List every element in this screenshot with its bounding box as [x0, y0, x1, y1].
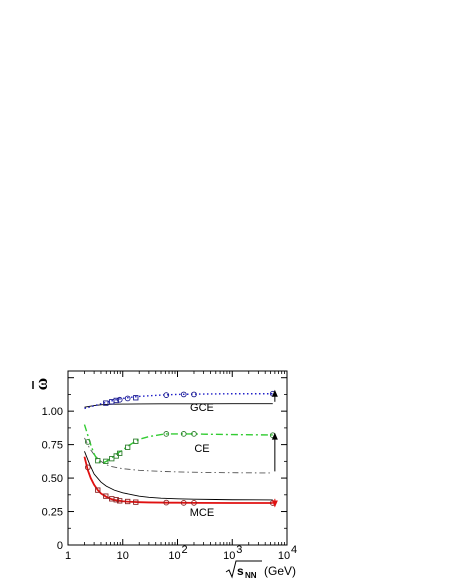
point-ce-5 — [117, 450, 123, 456]
x-tick-label-1: 10 — [117, 550, 129, 562]
x-axis-label-unit: (GeV) — [264, 564, 296, 578]
point-gce-5 — [133, 395, 139, 401]
point-mce-1 — [95, 487, 101, 493]
tick-labels: 1 10 10 2 10 3 10 400.250.500.751.00 — [42, 406, 298, 562]
point-ce-10 — [191, 431, 197, 437]
reference-curve-3 — [84, 451, 273, 501]
point-ce-8 — [163, 431, 170, 437]
point-mce-10 — [191, 499, 197, 506]
y-axis-label: ω — [32, 378, 51, 390]
sqrt-symbol-icon — [225, 560, 262, 579]
limit-arrow-2 — [271, 432, 278, 472]
reference-curve-1 — [84, 403, 273, 408]
point-mce-9 — [180, 499, 187, 506]
point-gce-3 — [116, 396, 123, 403]
point-mce-5 — [117, 498, 123, 504]
x-tick-label-2: 10 — [168, 550, 180, 562]
series-label-ce: CE — [194, 443, 209, 455]
limit-arrow-1 — [271, 389, 278, 402]
x-tick-exponent-4: 4 — [291, 544, 297, 556]
point-ce-3 — [109, 456, 115, 462]
x-axis-label: s NN (GeV) — [225, 560, 296, 580]
point-ce-1 — [95, 458, 101, 464]
y-tick-label-2: 0.50 — [42, 473, 63, 485]
point-ce-4 — [113, 453, 119, 459]
x-tick-label-4: 10 — [278, 550, 290, 562]
point-gce-7 — [180, 391, 187, 398]
point-mce-6 — [125, 498, 131, 505]
series-curves — [83, 393, 273, 504]
point-mce-2 — [103, 493, 109, 499]
point-gce-0 — [103, 400, 109, 406]
y-tick-label-4: 1.00 — [42, 406, 63, 418]
x-tick-exponent-2: 2 — [182, 544, 188, 556]
point-mce-4 — [113, 497, 119, 503]
x-tick-label-3: 10 — [223, 550, 235, 562]
x-tick-label-0: 1 — [65, 550, 71, 562]
point-mce-8 — [163, 499, 170, 506]
point-ce-0 — [84, 439, 91, 445]
x-axis-label-subscript: NN — [245, 571, 257, 580]
y-tick-label-1: 0.25 — [42, 507, 63, 519]
point-mce-0 — [84, 464, 91, 471]
point-gce-4 — [124, 395, 131, 402]
tick-marks — [67, 371, 288, 546]
y-tick-label-0: 0 — [57, 540, 63, 552]
point-ce-2 — [103, 458, 109, 464]
axes — [67, 370, 288, 546]
series-line-ce — [83, 424, 273, 464]
x-tick-exponent-3: 3 — [236, 544, 242, 556]
series-labels: GCE CE MCE — [190, 402, 214, 519]
point-ce-7 — [133, 438, 139, 444]
limit-arrows — [271, 389, 278, 508]
series-markers — [84, 390, 276, 506]
point-gce-6 — [163, 392, 170, 398]
point-gce-8 — [191, 391, 197, 398]
point-mce-7 — [133, 499, 139, 505]
plot-frame — [67, 370, 288, 546]
series-line-mce — [83, 456, 273, 504]
series-line-gce — [84, 393, 273, 410]
series-label-gce: GCE — [190, 402, 214, 414]
y-tick-label-3: 0.75 — [42, 440, 63, 452]
limit-arrow-3 — [271, 498, 278, 508]
reference-curve-2 — [84, 437, 273, 474]
point-ce-9 — [180, 431, 187, 437]
point-ce-6 — [125, 444, 131, 450]
x-axis-label-radicand: s — [237, 564, 244, 578]
point-gce-2 — [113, 397, 119, 404]
series-label-mce: MCE — [190, 507, 214, 519]
